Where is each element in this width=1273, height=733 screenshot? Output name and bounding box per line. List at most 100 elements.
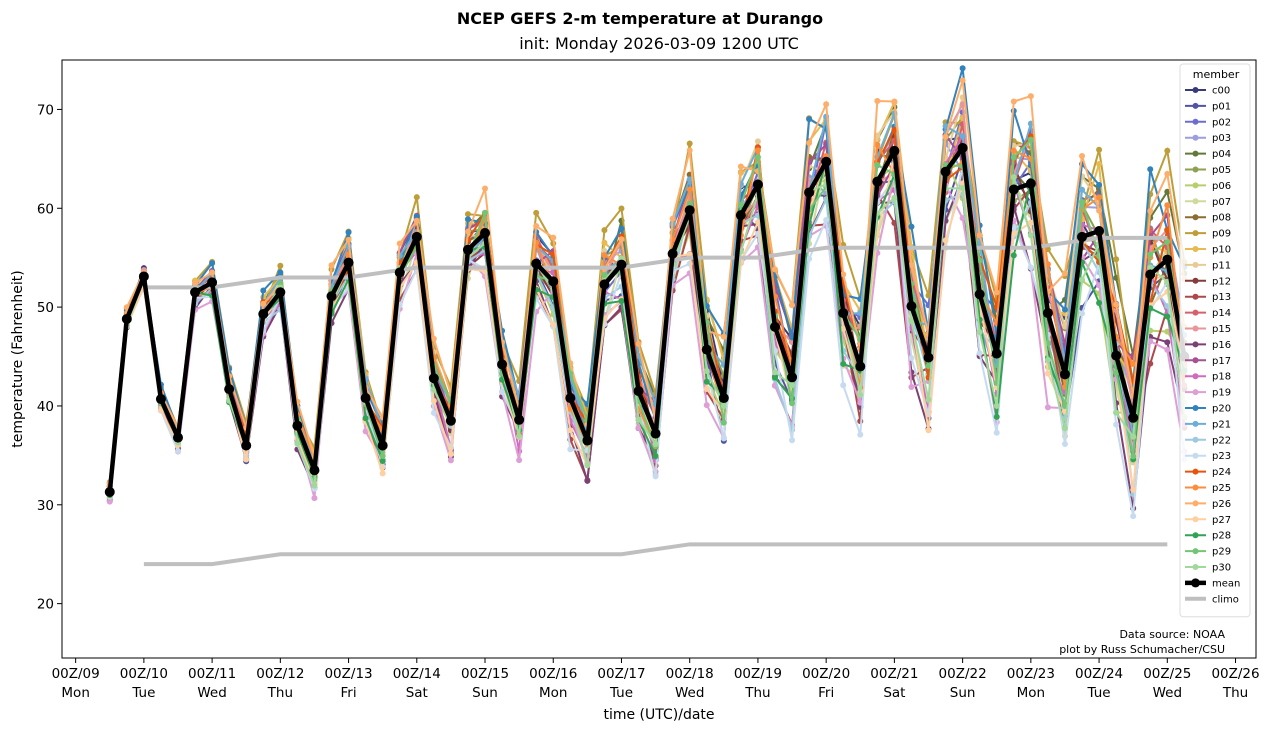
member-point-p26 (1147, 207, 1154, 214)
x-tick-label: 00Z/14 (393, 666, 441, 682)
member-point-p23 (806, 255, 813, 262)
legend-marker-p08 (1192, 214, 1199, 221)
y-axis-label: temperature (Fahrenheit) (10, 270, 26, 447)
mean-point (974, 289, 985, 300)
x-axis-ticks: 00Z/09 Mon 00Z/10 Tue 00Z/11 Wed 00Z/12 Thu 00Z/… (52, 658, 1260, 701)
x-tick-label: 00Z/24 (1075, 666, 1123, 682)
member-point-p09 (686, 140, 693, 147)
legend: member c00 p01 p02 p03 p04 p05 p06 p07 p08 p09 p10 p… (1179, 63, 1251, 618)
legend-marker-p14 (1192, 309, 1199, 316)
member-point-p23 (840, 382, 847, 389)
member-point-p30 (516, 433, 523, 440)
member-point-p26 (789, 302, 796, 309)
member-point-p29 (925, 362, 932, 369)
member-point-p24 (891, 126, 898, 133)
legend-label-c00: c00 (1212, 86, 1230, 97)
legend-marker-p10 (1192, 246, 1199, 252)
member-point-p26 (669, 215, 676, 222)
member-point-p26 (771, 266, 778, 273)
member-point-p27 (942, 237, 949, 244)
member-point-p20 (618, 225, 625, 232)
x-axis-label: time (UTC)/date (603, 707, 714, 723)
mean-point (718, 393, 729, 404)
member-point-p11 (601, 247, 608, 254)
member-point-p26 (959, 77, 966, 84)
member-point-p20 (806, 116, 813, 123)
member-point-p21 (1079, 186, 1086, 193)
member-point-p21 (942, 123, 949, 130)
mean-point (394, 267, 405, 278)
member-point-p09 (1164, 147, 1171, 154)
member-point-p30 (294, 440, 301, 447)
member-point-p20 (1096, 181, 1103, 188)
member-point-p26 (328, 262, 335, 269)
member-point-p25 (686, 186, 693, 193)
mean-point (1145, 269, 1156, 280)
x-tick-label: 00Z/20 (802, 666, 850, 682)
mean-point (1059, 369, 1070, 380)
member-point-p27 (1130, 486, 1137, 493)
member-point-p27 (703, 385, 710, 392)
y-tick-label: 60 (37, 201, 54, 217)
member-point-p28 (618, 298, 625, 305)
x-tick-label: 00Z/15 (461, 666, 509, 682)
member-series-layer (106, 65, 1188, 520)
member-point-p29 (1079, 198, 1086, 205)
mean-point (241, 440, 252, 451)
member-point-p26 (413, 217, 420, 224)
member-point-p20 (1061, 306, 1068, 313)
x-tick-label: 00Z/25 (1143, 666, 1191, 682)
member-point-p09 (277, 262, 284, 269)
legend-label-p17: p17 (1212, 356, 1231, 367)
legend-marker-p28 (1192, 532, 1199, 539)
mean-point (172, 432, 183, 443)
member-point-p25 (754, 147, 761, 154)
legend-label-p24: p24 (1212, 467, 1231, 478)
member-point-p30 (1113, 409, 1120, 416)
member-point-p23 (1061, 440, 1068, 447)
member-point-p30 (1147, 264, 1154, 271)
member-point-p29 (379, 453, 386, 460)
member-point-p26 (840, 271, 847, 278)
legend-label-p04: p04 (1212, 149, 1231, 160)
member-line-p30 (108, 176, 1186, 494)
x-tick-label: 00Z/10 (120, 666, 168, 682)
member-point-p09 (601, 227, 608, 234)
legend-label-p12: p12 (1212, 276, 1231, 287)
annotation-data-source: Data source: NOAA (1119, 628, 1225, 641)
mean-point (258, 309, 269, 320)
member-point-p16 (584, 477, 591, 484)
member-point-p25 (1010, 147, 1017, 154)
member-point-p30 (976, 329, 983, 336)
legend-marker-p23 (1192, 452, 1199, 459)
x-tick-label: 00Z/16 (529, 666, 577, 682)
member-point-p25 (874, 141, 881, 148)
member-point-p27 (959, 180, 966, 187)
member-point-p28 (1096, 299, 1103, 306)
member-series-p16 (106, 173, 1188, 512)
member-point-p28 (379, 458, 386, 465)
member-point-p23 (1130, 513, 1137, 520)
member-point-p27 (379, 470, 386, 477)
member-point-p28 (703, 378, 710, 385)
member-point-p26 (550, 234, 557, 241)
legend-label-p09: p09 (1212, 229, 1231, 240)
plot-frame (61, 59, 1257, 659)
legend-marker-p17 (1192, 357, 1199, 364)
member-point-p20 (1147, 166, 1154, 173)
mean-point (872, 176, 883, 187)
member-point-p24 (1164, 226, 1171, 233)
member-point-p29 (1130, 453, 1137, 460)
legend-label-p01: p01 (1212, 101, 1231, 112)
x-tick-label: 00Z/26 (1211, 666, 1259, 682)
member-point-p29 (1147, 251, 1154, 258)
x-tick-label: 00Z/23 (1007, 666, 1055, 682)
member-point-p23 (720, 435, 727, 442)
legend-label-p21: p21 (1212, 419, 1231, 430)
member-point-p26 (686, 147, 693, 154)
member-point-p09 (413, 194, 420, 201)
mean-point (769, 321, 780, 332)
member-point-p26 (908, 262, 915, 269)
chart-title: NCEP GEFS 2-m temperature at Durango (456, 9, 824, 28)
